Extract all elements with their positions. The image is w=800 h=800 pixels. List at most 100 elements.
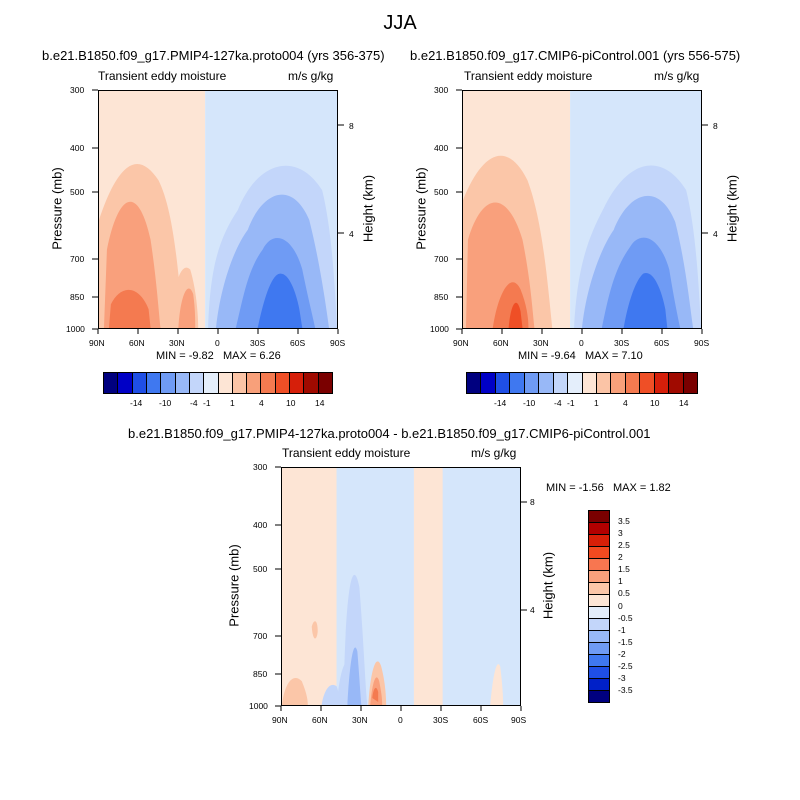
panel2-cbar-label-0: -14	[494, 398, 507, 408]
colorbar-swatch	[589, 667, 609, 679]
panel2-max-value: 7.10	[621, 350, 643, 362]
panel2-title: b.e21.B1850.f09_g17.CMIP6-piControl.001 …	[410, 48, 741, 63]
panel2-xtick-30n: 30N	[533, 338, 549, 348]
colorbar-swatch	[589, 559, 609, 571]
panel1-max-value: 6.26	[259, 350, 281, 362]
panel1-y2-ticks	[338, 124, 344, 234]
colorbar-swatch	[589, 679, 609, 691]
panel3-ytick-850: 850	[253, 669, 268, 679]
panel1-min-value: -9.82	[188, 350, 214, 362]
panel1-cbar-label-2: -4	[190, 398, 198, 408]
panel2-left-label: Transient eddy moisture	[464, 69, 593, 83]
panel1-ytick-400: 400	[70, 143, 85, 153]
panel3-ytick-300: 300	[253, 462, 268, 472]
panel3-cbar-label: 1.5	[618, 564, 630, 575]
colorbar-swatch	[161, 373, 176, 393]
colorbar-swatch	[104, 373, 119, 393]
panel1-ytick-850: 850	[70, 292, 85, 302]
colorbar-swatch	[683, 373, 697, 393]
panel3-ylabel: Pressure (mb)	[226, 544, 242, 627]
panel3-max-label: MAX =	[612, 482, 647, 494]
panel1-xtick-30s: 30S	[250, 338, 266, 348]
colorbar-swatch	[589, 523, 609, 535]
colorbar-swatch	[640, 373, 655, 393]
panel3-cbar-label: -1	[618, 624, 626, 635]
panel2-ytick-850: 850	[434, 292, 449, 302]
colorbar-swatch	[175, 373, 190, 393]
panel1-xtick-60n: 60N	[129, 338, 145, 348]
panel2-ytick-500: 500	[434, 187, 449, 197]
colorbar-swatch	[304, 373, 319, 393]
panel2-xtick-60n: 60N	[493, 338, 509, 348]
panel3-max-value: 1.82	[649, 482, 671, 494]
panel3-xtick-0: 0	[398, 715, 403, 725]
panel1-left-label: Transient eddy moisture	[98, 69, 227, 83]
panel1-cbar-label-4: 1	[230, 398, 235, 408]
panel1-xtick-60s: 60S	[290, 338, 306, 348]
panel1-xtick-30n: 30N	[169, 338, 185, 348]
colorbar-swatch	[589, 619, 609, 631]
panel1-x-ticks	[97, 329, 339, 334]
panel2-y2tick-4: 4	[713, 229, 718, 239]
panel3-y2tick-8: 8	[530, 497, 535, 507]
panel3-cbar-label: 3	[618, 528, 623, 539]
panel2-xtick-30s: 30S	[614, 338, 630, 348]
colorbar-swatch	[589, 607, 609, 619]
panel1-ylabel: Pressure (mb)	[49, 167, 65, 250]
panel2-right-label: m/s g/kg	[654, 69, 700, 83]
panel1-cbar-label-1: -10	[159, 398, 172, 408]
panel3-x-ticks	[280, 706, 522, 711]
panel3-left-label: Transient eddy moisture	[282, 446, 411, 460]
panel1-ytick-300: 300	[70, 85, 85, 95]
colorbar-swatch	[589, 547, 609, 559]
panel2-min-value: -9.64	[550, 350, 576, 362]
panel2-plot-area	[462, 90, 702, 329]
panel1-cbar-label-5: 4	[259, 398, 264, 408]
colorbar-swatch	[611, 373, 626, 393]
colorbar-swatch	[204, 373, 219, 393]
panel3-cbar-label: 2.5	[618, 540, 630, 551]
panel3-cbar-label: -2.5	[618, 660, 633, 671]
panel2-y2label: Height (km)	[724, 174, 740, 243]
colorbar-swatch	[589, 643, 609, 655]
panel2-y2-ticks	[702, 124, 708, 234]
panel3-y-ticks	[275, 466, 281, 707]
panel2-y2tick-8: 8	[713, 121, 718, 131]
panel1-cbar-label-3: -1	[203, 398, 211, 408]
panel3-cbar-label: -0.5	[618, 612, 633, 623]
panel3-ytick-700: 700	[253, 631, 268, 641]
panel1-title: b.e21.B1850.f09_g17.PMIP4-127ka.proto004…	[42, 48, 385, 63]
panel1-max-label: MAX =	[222, 350, 257, 362]
colorbar-swatch	[589, 691, 609, 702]
panel1-xtick-90n: 90N	[89, 338, 105, 348]
panel3-min-value: -1.56	[578, 482, 604, 494]
panel3-cbar-label: 3.5	[618, 516, 630, 527]
panel3-xtick-30n: 30N	[352, 715, 368, 725]
panel2-cbar-label-3: -1	[567, 398, 575, 408]
panel3-colorbar	[588, 510, 610, 703]
panel2-cbar-label-1: -10	[523, 398, 536, 408]
panel1-ytick-700: 700	[70, 254, 85, 264]
panel2-stats: MIN = -9.64 MAX = 7.10	[518, 350, 643, 362]
colorbar-swatch	[189, 373, 205, 393]
colorbar-swatch	[218, 373, 233, 393]
panel3-xtick-60s: 60S	[473, 715, 489, 725]
colorbar-swatch	[132, 373, 147, 393]
panel3-min-label: MIN =	[546, 482, 576, 494]
colorbar-swatch	[625, 373, 641, 393]
colorbar-swatch	[589, 535, 609, 547]
colorbar-swatch	[589, 511, 609, 523]
colorbar-swatch	[275, 373, 291, 393]
panel3-cbar-label: 0.5	[618, 588, 630, 599]
page-title: JJA	[383, 12, 417, 34]
panel2-xtick-0: 0	[579, 338, 584, 348]
colorbar-swatch	[524, 373, 540, 393]
panel1-cbar-label-7: 14	[315, 398, 325, 408]
panel1-min-label: MIN =	[156, 350, 186, 362]
panel3-xtick-60n: 60N	[312, 715, 328, 725]
colorbar-swatch	[568, 373, 583, 393]
panel2-xtick-60s: 60S	[654, 338, 670, 348]
panel2-ylabel: Pressure (mb)	[413, 167, 429, 250]
colorbar-swatch	[669, 373, 684, 393]
panel1-xtick-90s: 90S	[330, 338, 346, 348]
